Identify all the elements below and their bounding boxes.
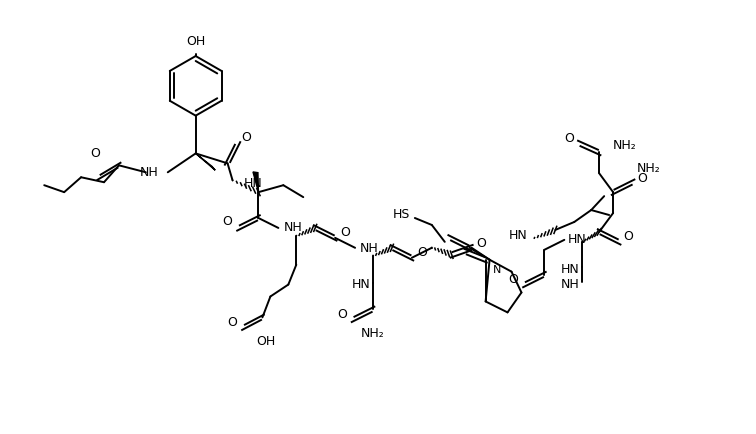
Text: O: O bbox=[223, 215, 233, 228]
Text: NH: NH bbox=[360, 242, 379, 255]
Text: HN: HN bbox=[352, 278, 370, 291]
Text: O: O bbox=[476, 237, 487, 250]
Text: O: O bbox=[241, 131, 252, 144]
Polygon shape bbox=[196, 153, 215, 170]
Text: OH: OH bbox=[186, 35, 206, 48]
Text: O: O bbox=[337, 308, 347, 321]
Text: N: N bbox=[493, 265, 501, 275]
Text: HN: HN bbox=[243, 177, 262, 190]
Text: HS: HS bbox=[392, 207, 410, 220]
Polygon shape bbox=[253, 172, 259, 192]
Text: NH: NH bbox=[140, 166, 159, 179]
Text: O: O bbox=[623, 230, 633, 243]
Text: HN: HN bbox=[509, 230, 528, 242]
Text: NH: NH bbox=[284, 221, 302, 234]
Text: OH: OH bbox=[256, 335, 275, 348]
Text: O: O bbox=[90, 148, 100, 161]
Text: NH₂: NH₂ bbox=[361, 327, 385, 340]
Text: O: O bbox=[340, 227, 350, 240]
Text: O: O bbox=[417, 246, 426, 259]
Text: NH: NH bbox=[560, 278, 579, 291]
Text: NH₂: NH₂ bbox=[637, 162, 661, 175]
Text: O: O bbox=[565, 132, 575, 145]
Text: O: O bbox=[509, 273, 519, 286]
Text: HN: HN bbox=[560, 263, 579, 276]
Text: O: O bbox=[637, 172, 647, 185]
Text: HN: HN bbox=[567, 233, 586, 247]
Text: O: O bbox=[228, 316, 237, 329]
Text: NH₂: NH₂ bbox=[613, 139, 637, 152]
